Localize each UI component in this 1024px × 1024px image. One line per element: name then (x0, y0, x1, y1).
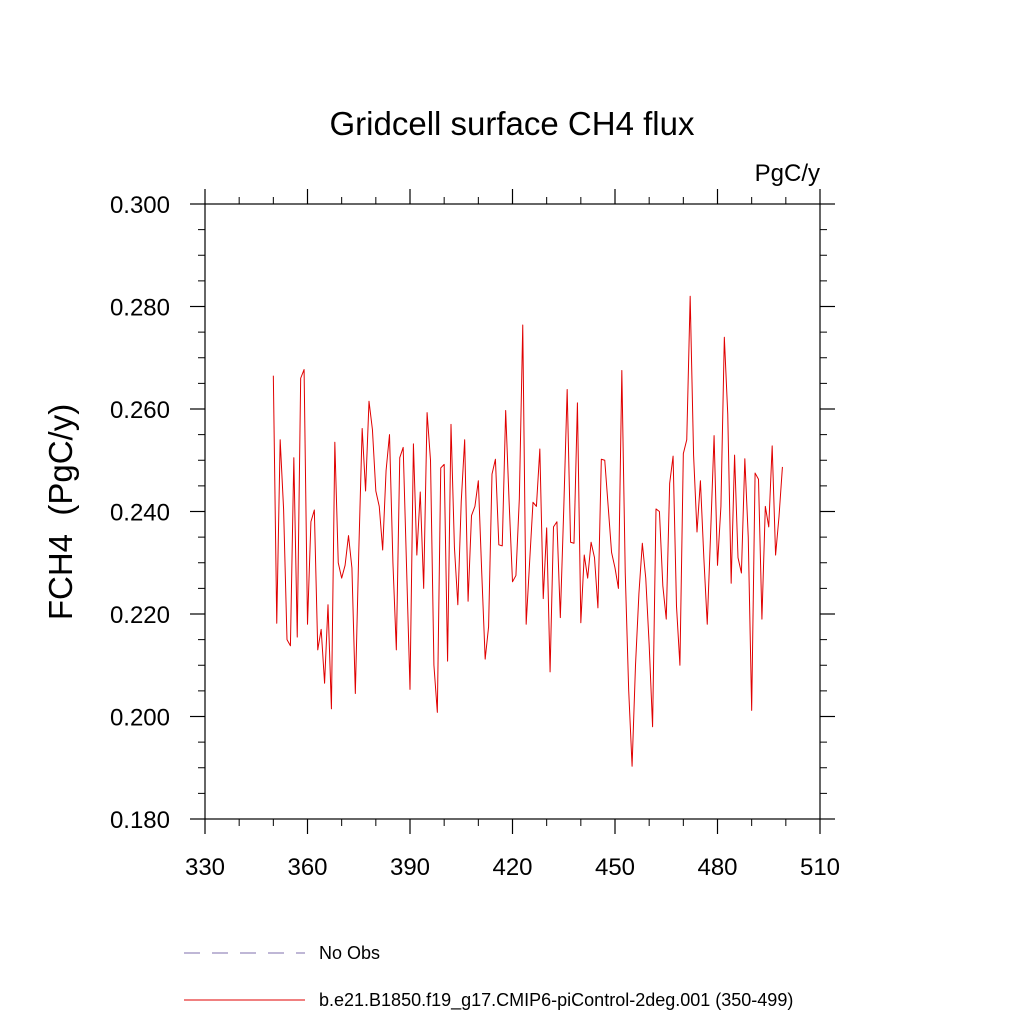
x-tick-label: 450 (595, 854, 635, 881)
x-tick-label: 330 (185, 854, 225, 881)
y-tick-label: 0.280 (110, 295, 170, 322)
y-tick-label: 0.260 (110, 397, 170, 424)
y-tick-label: 0.240 (110, 500, 170, 527)
series-line (272, 295, 783, 767)
x-tick-label: 480 (697, 854, 737, 881)
legend-label-no-obs: No Obs (319, 943, 380, 963)
units-label: PgC/y (755, 160, 820, 187)
x-tick-label: 360 (287, 854, 327, 881)
x-tick-label: 420 (492, 854, 532, 881)
x-tick-label: 510 (800, 854, 840, 881)
y-tick-label: 0.180 (110, 807, 170, 834)
legend-label-model-run: b.e21.B1850.f19_g17.CMIP6-piControl-2deg… (319, 990, 793, 1011)
y-axis-label: FCH4 (PgC/y) (42, 404, 79, 620)
y-tick-label: 0.300 (110, 192, 170, 219)
y-axis: 0.180 0.200 0.220 0.240 0.260 0.280 0.300 (110, 192, 835, 834)
x-axis: 330 360 390 420 450 480 510 (185, 189, 840, 881)
y-tick-label: 0.220 (110, 602, 170, 629)
legend: No Obs b.e21.B1850.f19_g17.CMIP6-piContr… (184, 943, 793, 1011)
x-tick-label: 390 (390, 854, 430, 881)
chart-title: Gridcell surface CH4 flux (330, 105, 695, 142)
plot-frame (204, 203, 821, 820)
y-tick-label: 0.200 (110, 705, 170, 732)
